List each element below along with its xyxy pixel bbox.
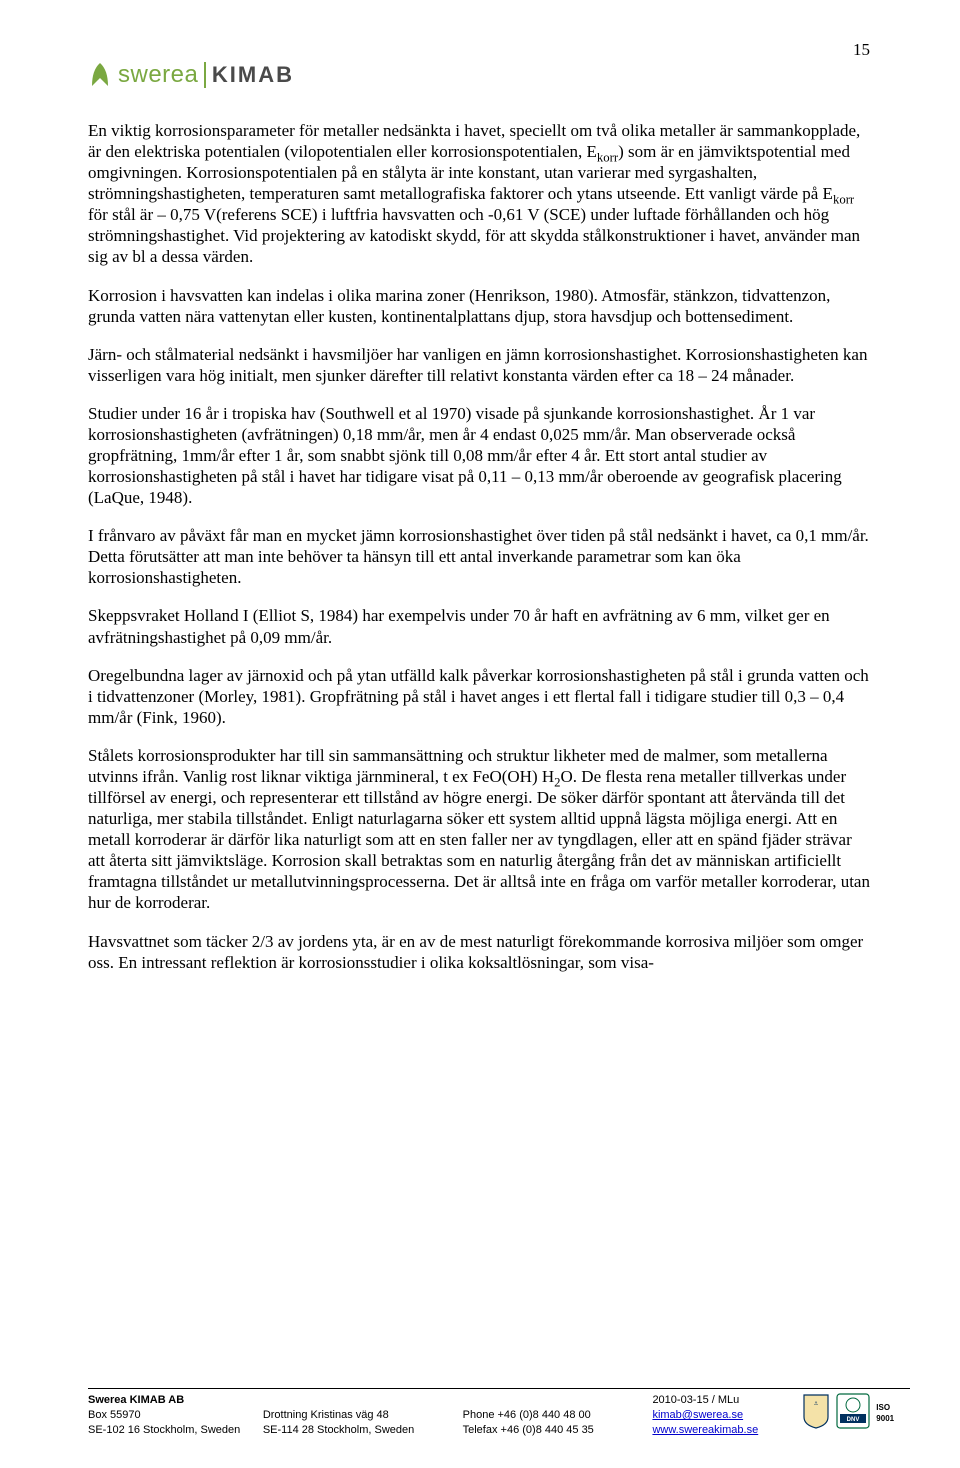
svg-text:DNV: DNV xyxy=(847,1417,860,1423)
paragraph-2: Korrosion i havsvatten kan indelas i oli… xyxy=(88,285,872,327)
svg-text:⚓︎: ⚓︎ xyxy=(814,1401,818,1407)
paragraph-7: Oregelbundna lager av järnoxid och på yt… xyxy=(88,665,872,728)
footer-badges: ⚓︎ DNV ISO 9001 xyxy=(802,1393,910,1434)
footer-blank xyxy=(463,1393,653,1408)
footer-fax: Telefax +46 (0)8 440 45 35 xyxy=(463,1423,653,1438)
logo-text-kimab: KIMAB xyxy=(212,62,294,88)
page-footer: Swerea KIMAB AB Box 55970 SE-102 16 Stoc… xyxy=(88,1388,910,1438)
footer-blank xyxy=(263,1393,463,1408)
footer-columns: Swerea KIMAB AB Box 55970 SE-102 16 Stoc… xyxy=(88,1393,910,1438)
footer-street: Drottning Kristinas väg 48 xyxy=(263,1408,463,1423)
logo-text-swerea: swerea xyxy=(118,61,198,89)
paragraph-4: Studier under 16 år i tropiska hav (Sout… xyxy=(88,403,872,508)
footer-street-city: SE-114 28 Stockholm, Sweden xyxy=(263,1423,463,1438)
dnv-badge-icon: DNV xyxy=(836,1393,870,1434)
cert-shield-icon: ⚓︎ xyxy=(802,1393,830,1434)
paragraph-5: I frånvaro av påväxt får man en mycket j… xyxy=(88,525,872,588)
logo-divider xyxy=(204,62,206,88)
paragraph-3: Järn- och stålmaterial nedsänkt i havsmi… xyxy=(88,344,872,386)
footer-email-link[interactable]: kimab@swerea.se xyxy=(652,1408,802,1423)
page-number: 15 xyxy=(853,40,870,60)
footer-company-box: Box 55970 xyxy=(88,1408,263,1423)
paragraph-6: Skeppsvraket Holland I (Elliot S, 1984) … xyxy=(88,605,872,647)
footer-col-meta: 2010-03-15 / MLu kimab@swerea.se www.swe… xyxy=(652,1393,802,1438)
footer-phone: Phone +46 (0)8 440 48 00 xyxy=(463,1408,653,1423)
footer-col-phone: Phone +46 (0)8 440 48 00 Telefax +46 (0)… xyxy=(463,1393,653,1438)
logo-mark-icon xyxy=(88,60,112,90)
header-logo: swerea KIMAB xyxy=(88,60,294,90)
body-content: En viktig korrosionsparameter för metall… xyxy=(88,120,872,990)
paragraph-1: En viktig korrosionsparameter för metall… xyxy=(88,120,872,268)
footer-company-name: Swerea KIMAB AB xyxy=(88,1393,263,1408)
paragraph-9: Havsvattnet som täcker 2/3 av jordens yt… xyxy=(88,931,872,973)
footer-date-author: 2010-03-15 / MLu xyxy=(652,1393,802,1408)
footer-website-link[interactable]: www.swereakimab.se xyxy=(652,1423,802,1438)
footer-company-city: SE-102 16 Stockholm, Sweden xyxy=(88,1423,263,1438)
paragraph-8: Stålets korrosionsprodukter har till sin… xyxy=(88,745,872,914)
iso-label: ISO 9001 xyxy=(876,1403,910,1425)
footer-col-company: Swerea KIMAB AB Box 55970 SE-102 16 Stoc… xyxy=(88,1393,263,1438)
footer-col-address: Drottning Kristinas väg 48 SE-114 28 Sto… xyxy=(263,1393,463,1438)
footer-rule xyxy=(88,1388,910,1389)
